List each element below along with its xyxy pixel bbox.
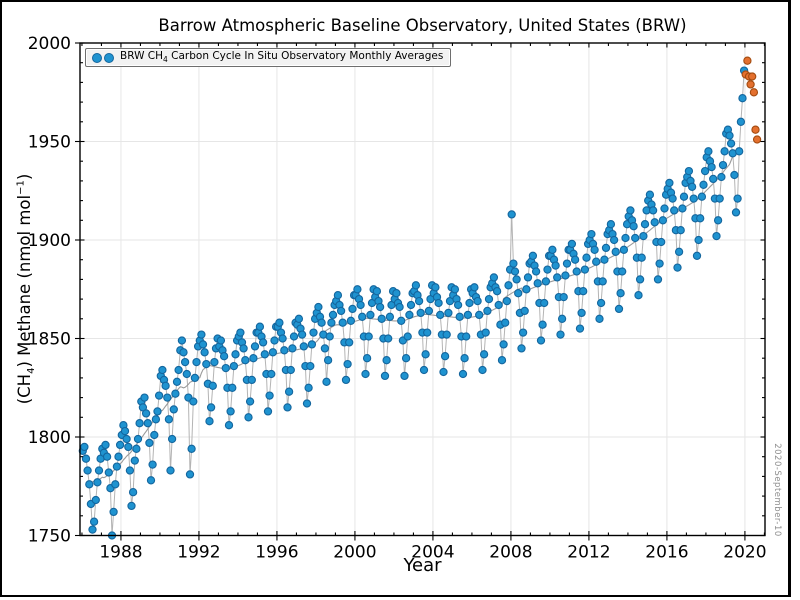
legend-label: BRW CH4 Carbon Cycle In Situ Observatory… xyxy=(120,50,444,65)
legend-marker-icon xyxy=(92,52,102,63)
x-tick-label: 2016 xyxy=(645,543,688,563)
ticks xyxy=(75,42,765,541)
preliminary-points xyxy=(741,56,762,144)
axes-spines xyxy=(79,42,766,537)
x-axis-label: Year xyxy=(403,555,442,576)
x-tick-label: 2004 xyxy=(411,543,454,563)
y-tick-label: 1950 xyxy=(28,133,71,153)
y-tick-label: 1800 xyxy=(28,428,71,448)
chart-title: Barrow Atmospheric Baseline Observatory,… xyxy=(158,16,687,35)
gridlines xyxy=(80,42,765,536)
x-tick-label: 2020 xyxy=(723,543,766,563)
date-stamp: 2020-September-10 xyxy=(772,443,782,537)
monthly-points xyxy=(78,66,749,540)
x-tick-label: 2012 xyxy=(567,543,610,563)
x-tick-label: 1988 xyxy=(99,543,142,563)
x-tick-label: 1996 xyxy=(255,543,298,563)
y-tick-label: 1850 xyxy=(28,330,71,350)
x-tick-label: 1992 xyxy=(177,543,220,563)
y-tick-label: 2000 xyxy=(28,34,71,54)
x-tick-label: 2008 xyxy=(489,543,532,563)
legend: BRW CH4 Carbon Cycle In Situ Observatory… xyxy=(85,48,452,67)
x-tick-label: 2000 xyxy=(333,543,376,563)
trend-line xyxy=(92,150,735,483)
y-axis-label: (CH4) Methane (nmol mol−1) xyxy=(14,173,38,405)
y-tick-label: 1900 xyxy=(28,231,71,251)
y-tick-label: 1750 xyxy=(28,527,71,547)
legend-marker-icon xyxy=(104,52,114,63)
tick-labels: 1988 1992 1996 2000 2004 2008 2012 2016 2020 1750… xyxy=(28,34,767,563)
